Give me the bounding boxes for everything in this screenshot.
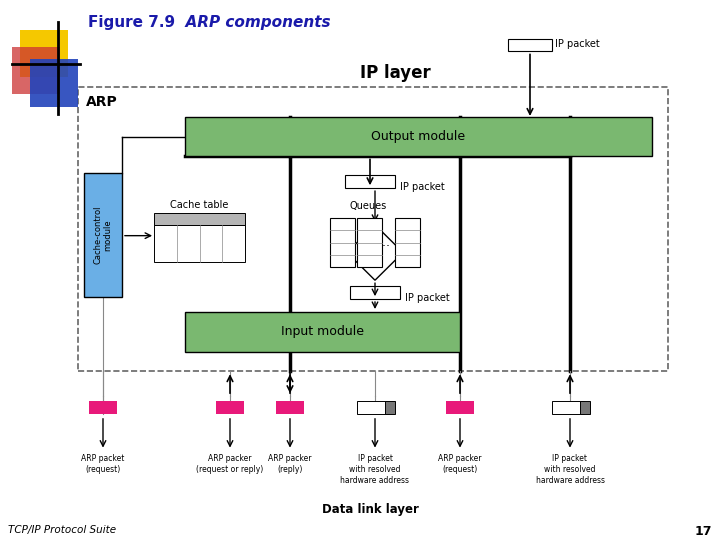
Text: Queues: Queues — [350, 201, 387, 211]
Text: ...: ... — [379, 236, 391, 249]
Bar — [185, 117, 652, 157]
Text: ARP packer
(reply): ARP packer (reply) — [269, 454, 312, 474]
Text: IP packet: IP packet — [555, 39, 600, 49]
Text: Cache table: Cache table — [171, 200, 229, 210]
Text: Cache-control
module: Cache-control module — [94, 206, 113, 265]
Bar — [30, 59, 78, 107]
Text: IP packet
with resolved
hardware address: IP packet with resolved hardware address — [341, 454, 410, 485]
Text: ARP packer
(request): ARP packer (request) — [438, 454, 482, 474]
Bar — [395, 218, 420, 267]
Bar — [216, 401, 244, 414]
Text: Figure 7.9: Figure 7.9 — [88, 15, 175, 30]
Text: IP packet: IP packet — [400, 182, 445, 192]
Bar — [357, 218, 382, 267]
Text: ARP packer
(request or reply): ARP packer (request or reply) — [197, 454, 264, 474]
Bar — [185, 312, 460, 352]
Bar — [345, 176, 395, 188]
Bar — [12, 46, 60, 94]
Text: 17: 17 — [695, 525, 712, 538]
Text: Input module: Input module — [281, 325, 364, 338]
Text: TCP/IP Protocol Suite: TCP/IP Protocol Suite — [8, 525, 116, 535]
Text: IP packet
with resolved
hardware address: IP packet with resolved hardware address — [536, 454, 605, 485]
Text: IP packet: IP packet — [405, 293, 450, 303]
Bar — [330, 218, 355, 267]
Polygon shape — [347, 225, 403, 280]
Text: Output module: Output module — [372, 130, 466, 143]
Text: Data link layer: Data link layer — [322, 503, 418, 516]
Text: ARP: ARP — [86, 95, 118, 109]
Bar — [446, 401, 474, 414]
Text: ARP packet
(request): ARP packet (request) — [81, 454, 125, 474]
Bar — [78, 87, 668, 372]
Bar — [276, 401, 304, 414]
Bar — [552, 401, 584, 414]
Bar — [580, 401, 590, 414]
Bar — [508, 39, 552, 51]
Bar — [154, 213, 245, 225]
Bar — [154, 225, 245, 262]
Bar — [84, 173, 122, 297]
Bar — [89, 401, 117, 414]
Text: IP layer: IP layer — [359, 64, 431, 83]
Text: ARP components: ARP components — [175, 15, 330, 30]
Bar — [385, 401, 395, 414]
Bar — [350, 286, 400, 299]
Bar — [357, 401, 389, 414]
Bar — [20, 30, 68, 77]
